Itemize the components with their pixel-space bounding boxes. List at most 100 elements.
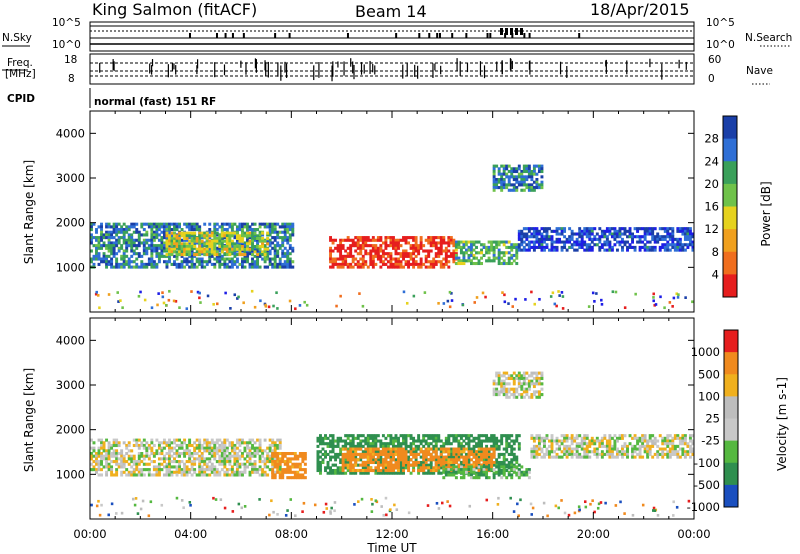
velocity-cell: [502, 458, 506, 462]
power-cell: [253, 236, 257, 241]
power-cell: [268, 228, 272, 232]
velocity-cell: [457, 442, 461, 446]
velocity-cell: [412, 450, 416, 454]
power-cell: [112, 241, 116, 245]
velocity-cell: [487, 463, 491, 467]
power-cell: [233, 254, 237, 258]
velocity-cell: [115, 468, 119, 472]
velocity-cell: [517, 376, 521, 381]
velocity-cell: [477, 458, 481, 462]
power-cell: [235, 260, 239, 264]
velocity-cell: [475, 436, 478, 440]
velocity-cell: [608, 450, 612, 454]
power-cell: [454, 261, 458, 266]
power-cell: [517, 180, 521, 184]
power-cell: [371, 238, 375, 242]
velocity-cell: [316, 466, 320, 470]
velocity-cell: [459, 444, 463, 448]
power-cell: [115, 238, 119, 242]
velocity-cell: [457, 434, 461, 438]
velocity-cell: [278, 473, 282, 477]
power-cell: [165, 254, 169, 258]
power-cell: [147, 222, 151, 226]
power-cell: [228, 236, 232, 241]
velocity-cell: [137, 470, 141, 474]
velocity-cell: [130, 449, 134, 453]
power-cell: [480, 251, 483, 255]
velocity-cell: [397, 460, 400, 465]
velocity-cell: [331, 434, 335, 438]
power-cell: [175, 239, 179, 243]
velocity-cell: [404, 455, 408, 459]
power-cell: [95, 249, 98, 253]
power-cell: [334, 238, 338, 242]
power-cell: [105, 244, 109, 248]
power-cell: [409, 254, 413, 258]
power-cell: [112, 228, 116, 232]
velocity-cell: [502, 374, 506, 378]
power-cell: [215, 254, 219, 258]
power-cell: [243, 254, 247, 258]
nsky-spike: [188, 33, 191, 38]
power-cell: [492, 169, 496, 174]
velocity-cell: [638, 447, 642, 451]
power-noise: [652, 299, 655, 303]
velocity-cell: [492, 468, 496, 472]
velocity-cell: [150, 452, 154, 456]
power-cell: [583, 240, 587, 244]
power-cell: [520, 229, 524, 233]
velocity-cell: [618, 452, 622, 456]
velocity-cell: [507, 390, 511, 394]
power-cell: [271, 225, 275, 229]
velocity-cell: [590, 436, 594, 440]
power-cell: [346, 262, 350, 266]
power-noise: [117, 300, 120, 303]
power-cell: [213, 222, 217, 226]
velocity-cell: [213, 441, 217, 445]
power-cell: [678, 243, 682, 247]
velocity-cell: [376, 434, 380, 438]
power-cell: [374, 244, 378, 248]
velocity-cell: [537, 444, 541, 448]
velocity-cell: [384, 447, 388, 451]
velocity-cell: [588, 455, 592, 459]
power-cell: [404, 254, 408, 258]
velocity-cell: [195, 452, 199, 456]
power-cell: [656, 232, 660, 236]
velocity-cell: [361, 466, 365, 470]
power-cell: [246, 236, 249, 240]
velocity-cell: [402, 463, 405, 467]
power-cell: [502, 243, 506, 247]
velocity-cell: [321, 439, 325, 443]
power-cell: [235, 247, 239, 251]
velocity-cell: [286, 465, 290, 469]
power-cell: [502, 169, 506, 174]
velocity-cell: [183, 449, 187, 453]
velocity-cell: [419, 455, 423, 459]
power-cell: [540, 248, 544, 252]
power-cell: [218, 253, 222, 257]
velocity-cell: [507, 444, 511, 448]
velocity-cell: [374, 458, 378, 462]
velocity-cell: [361, 450, 365, 454]
velocity-cell: [188, 441, 192, 445]
velocity-cell: [500, 460, 504, 465]
velocity-cell: [600, 439, 604, 443]
power-cell: [165, 231, 169, 235]
power-cell: [686, 232, 690, 236]
velocity-cell: [495, 390, 499, 394]
velocity-cell: [233, 449, 237, 453]
velocity-cell: [168, 441, 171, 445]
power-cell: [205, 262, 209, 266]
power-cell: [477, 240, 481, 244]
power-cell: [459, 259, 463, 263]
power-cell: [502, 253, 506, 258]
velocity-cell: [452, 465, 456, 469]
velocity-cell: [188, 454, 192, 458]
velocity-cell: [276, 454, 280, 458]
velocity-cell: [517, 468, 521, 472]
power-cell: [132, 260, 136, 264]
velocity-cell: [140, 460, 144, 464]
power-cell: [283, 238, 287, 242]
velocity-cell: [173, 452, 176, 456]
